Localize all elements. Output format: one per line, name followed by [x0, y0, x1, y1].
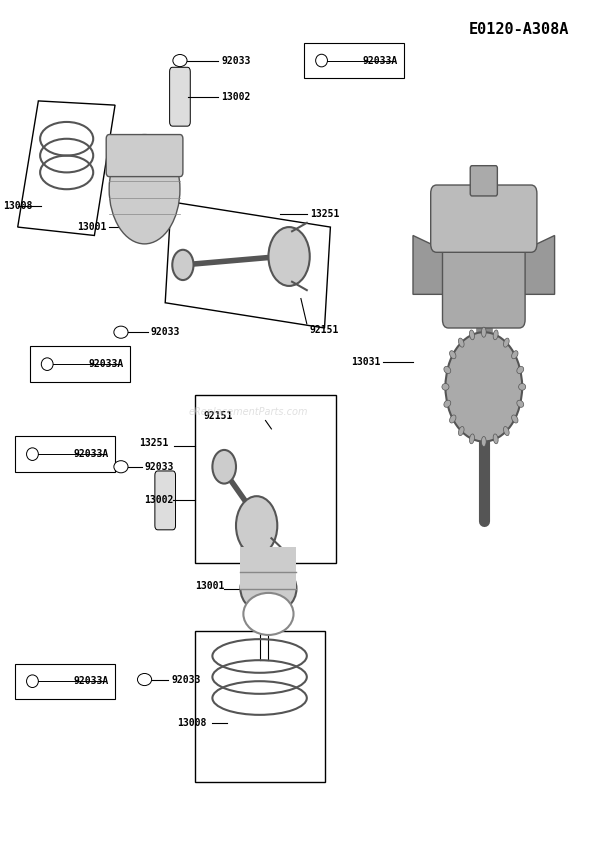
Ellipse shape [173, 55, 187, 66]
Bar [195, 631, 324, 782]
Circle shape [445, 332, 522, 442]
FancyBboxPatch shape [30, 346, 130, 382]
Text: E0120-A308A: E0120-A308A [469, 22, 569, 37]
Ellipse shape [241, 563, 296, 614]
FancyBboxPatch shape [470, 166, 497, 196]
Ellipse shape [517, 400, 524, 407]
FancyBboxPatch shape [15, 436, 115, 472]
Text: 13008: 13008 [3, 201, 32, 211]
Polygon shape [165, 202, 330, 328]
Ellipse shape [27, 447, 38, 461]
Ellipse shape [444, 367, 451, 373]
Text: 92033: 92033 [145, 462, 174, 472]
Ellipse shape [450, 351, 456, 359]
Ellipse shape [512, 415, 518, 423]
Circle shape [268, 227, 310, 286]
Ellipse shape [517, 367, 524, 373]
Ellipse shape [114, 461, 128, 473]
Circle shape [212, 450, 236, 484]
Ellipse shape [41, 358, 53, 371]
Polygon shape [18, 101, 115, 235]
Text: 92033: 92033 [150, 327, 180, 337]
FancyBboxPatch shape [106, 135, 183, 177]
FancyBboxPatch shape [442, 244, 525, 328]
FancyBboxPatch shape [170, 67, 190, 126]
Text: 92033A: 92033A [363, 56, 398, 66]
Ellipse shape [493, 434, 498, 444]
Ellipse shape [458, 338, 464, 347]
Text: 13001: 13001 [195, 581, 224, 591]
Text: 92033A: 92033A [74, 449, 109, 459]
Ellipse shape [27, 674, 38, 688]
Ellipse shape [470, 434, 474, 444]
FancyBboxPatch shape [155, 471, 176, 530]
Bar [241, 547, 297, 589]
Ellipse shape [137, 674, 152, 685]
Text: eReplacementParts.com: eReplacementParts.com [188, 407, 307, 417]
Text: 13031: 13031 [351, 357, 381, 367]
Text: 13001: 13001 [77, 222, 106, 232]
Circle shape [172, 250, 194, 280]
Ellipse shape [481, 436, 486, 447]
Text: 13008: 13008 [177, 718, 206, 728]
Text: 13251: 13251 [310, 209, 339, 220]
Text: 92033A: 92033A [74, 676, 109, 686]
Circle shape [236, 496, 277, 555]
Ellipse shape [458, 426, 464, 436]
Text: 92033A: 92033A [88, 359, 124, 369]
Text: 92033: 92033 [171, 674, 201, 685]
Ellipse shape [114, 326, 128, 338]
Ellipse shape [519, 383, 526, 390]
Ellipse shape [109, 135, 180, 244]
Text: 13002: 13002 [221, 92, 251, 102]
Ellipse shape [503, 426, 509, 436]
Ellipse shape [243, 593, 293, 635]
Text: 13002: 13002 [145, 495, 174, 505]
Ellipse shape [503, 338, 509, 347]
FancyBboxPatch shape [431, 185, 537, 252]
Ellipse shape [316, 54, 327, 67]
Ellipse shape [450, 415, 456, 423]
Ellipse shape [512, 351, 518, 359]
Ellipse shape [470, 330, 474, 340]
FancyBboxPatch shape [304, 43, 404, 78]
Bar [195, 395, 336, 563]
Text: 92151: 92151 [204, 411, 233, 421]
Text: 92151: 92151 [310, 325, 339, 335]
Text: 13251: 13251 [139, 438, 168, 448]
Polygon shape [519, 235, 555, 294]
Text: 92033: 92033 [221, 56, 251, 66]
Ellipse shape [481, 327, 486, 337]
Polygon shape [413, 235, 448, 294]
Ellipse shape [444, 400, 451, 407]
FancyBboxPatch shape [15, 664, 115, 699]
Ellipse shape [493, 330, 498, 340]
Ellipse shape [442, 383, 449, 390]
